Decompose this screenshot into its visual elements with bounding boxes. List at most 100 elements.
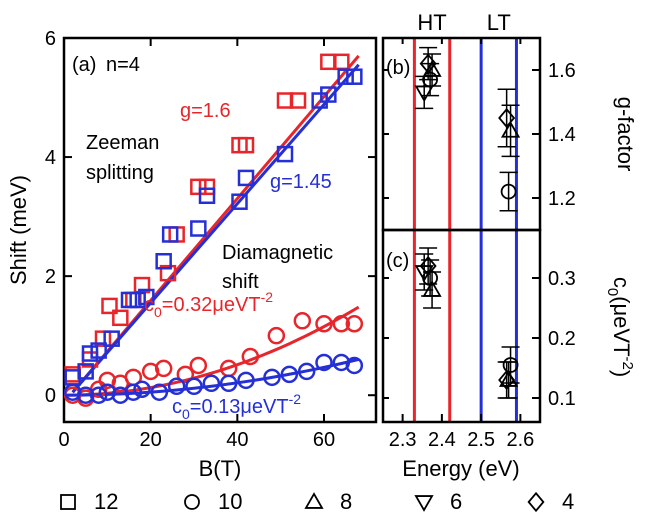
data-point-square bbox=[190, 178, 207, 196]
y-tick-label-c: 0.3 bbox=[548, 268, 576, 290]
data-point-square bbox=[138, 288, 155, 306]
data-point-square bbox=[155, 253, 172, 270]
y-tick-label-a: 6 bbox=[45, 28, 56, 50]
x-tick-label-a: 0 bbox=[58, 429, 69, 451]
data-point-circle bbox=[176, 365, 195, 384]
legend-label: 8 bbox=[340, 489, 352, 514]
x-tick-label-c: 2.5 bbox=[467, 429, 495, 451]
panel-a-points bbox=[63, 53, 364, 407]
data-point-circle bbox=[185, 377, 203, 396]
panel-c-label: (c) bbox=[386, 250, 409, 272]
x-tick-label-c: 2.3 bbox=[389, 429, 417, 451]
x-tick-label-a: 40 bbox=[226, 429, 248, 451]
marker-diamond bbox=[498, 107, 516, 129]
marker-circle bbox=[502, 357, 519, 373]
data-point-square bbox=[346, 68, 363, 85]
data-point-square bbox=[94, 330, 112, 347]
x-tick-label-c: 2.4 bbox=[428, 429, 456, 451]
data-point-square bbox=[237, 136, 255, 154]
legend-label: 12 bbox=[94, 489, 118, 514]
data-point-circle bbox=[315, 315, 333, 333]
marker-triangle-down bbox=[414, 495, 434, 512]
data-point-square bbox=[337, 68, 354, 85]
data-point-circle bbox=[241, 347, 260, 366]
panel-a-frame bbox=[62, 36, 378, 424]
data-point-circle bbox=[167, 377, 186, 396]
data-point-square bbox=[90, 342, 107, 359]
data-point-circle bbox=[98, 383, 117, 401]
marker-diamond bbox=[527, 491, 545, 513]
data-point-circle bbox=[189, 356, 208, 375]
x-axis-label-a: B(T) bbox=[199, 456, 242, 481]
data-point-circle bbox=[293, 312, 312, 330]
annotation-g-red: g=1.6 bbox=[180, 100, 231, 122]
annotation-diamag-2: shift bbox=[222, 271, 259, 293]
data-point-square bbox=[198, 187, 216, 205]
data-point-square bbox=[129, 291, 146, 309]
legend-label: 4 bbox=[562, 489, 574, 514]
data-point-circle bbox=[202, 374, 221, 393]
y-tick-label-c: 0.1 bbox=[548, 388, 576, 410]
panel-c-points bbox=[414, 247, 520, 399]
data-point-square bbox=[198, 178, 216, 196]
panel-a-note: n=4 bbox=[106, 54, 140, 76]
data-point-circle bbox=[315, 353, 333, 372]
data-point-circle bbox=[297, 362, 316, 381]
data-point-square bbox=[81, 345, 99, 362]
data-point-square bbox=[190, 220, 207, 237]
data-point-circle bbox=[345, 315, 364, 333]
y-tick-label-a: 4 bbox=[45, 147, 56, 169]
x-tick-label-a: 20 bbox=[140, 429, 162, 451]
legend-label: 6 bbox=[450, 489, 462, 514]
y-tick-label-a: 0 bbox=[45, 385, 56, 407]
panel-c-frame bbox=[381, 228, 542, 424]
data-point-circle bbox=[280, 365, 299, 384]
y-axis-label-b: g-factor bbox=[613, 97, 638, 172]
y-axis-label-c: c0(μeVT-2) bbox=[604, 277, 636, 377]
marker-diamond bbox=[419, 53, 437, 74]
panel-c-ticks: 0.1 0.2 0.3 2.3 2.4 2.5 2.6 bbox=[383, 38, 576, 451]
region-label: LT bbox=[487, 10, 511, 35]
annotation-c-blue: c0=0.13μeVT-2 bbox=[172, 391, 301, 422]
data-point-circle bbox=[63, 383, 82, 401]
marker-square bbox=[60, 494, 76, 510]
legend-label: 10 bbox=[218, 489, 242, 514]
y-tick-label-a: 2 bbox=[45, 266, 56, 288]
annotation-diamag-1: Diamagnetic bbox=[222, 242, 333, 264]
x-tick-label-c: 2.6 bbox=[506, 429, 534, 451]
fit-line bbox=[71, 63, 360, 394]
data-point-circle bbox=[154, 359, 173, 378]
marker-triangle-down bbox=[414, 85, 434, 103]
data-point-circle bbox=[89, 386, 108, 404]
panel-a-label: (a) bbox=[72, 54, 96, 76]
data-point-circle bbox=[98, 371, 117, 390]
data-point-square bbox=[161, 226, 179, 243]
y-tick-label-b: 1.2 bbox=[548, 188, 576, 210]
marker-circle bbox=[184, 494, 200, 510]
y-tick-label-c: 0.2 bbox=[548, 328, 576, 350]
data-point-circle bbox=[111, 386, 130, 404]
marker-diamond bbox=[419, 255, 437, 277]
marker-diamond bbox=[498, 369, 516, 391]
data-point-square bbox=[276, 145, 294, 163]
panel-b-points bbox=[414, 46, 521, 212]
data-point-square bbox=[112, 309, 129, 327]
annotation-c-red: c0=0.32μeVT-2 bbox=[144, 289, 273, 320]
data-point-square bbox=[101, 297, 118, 315]
x-axis-label-c: Energy (eV) bbox=[402, 456, 519, 481]
marker-triangle-up bbox=[422, 280, 442, 297]
data-point-circle bbox=[133, 380, 151, 399]
panel-b-ticks: 1.2 1.4 1.6 bbox=[383, 60, 576, 210]
data-point-circle bbox=[219, 374, 238, 393]
data-point-circle bbox=[76, 386, 95, 404]
region-labels: HT LT bbox=[417, 10, 510, 35]
data-point-circle bbox=[345, 356, 364, 375]
data-point-circle bbox=[124, 383, 143, 401]
data-point-circle bbox=[237, 371, 255, 390]
data-point-square bbox=[159, 264, 177, 282]
y-tick-label-b: 1.4 bbox=[548, 124, 576, 146]
data-point-square bbox=[103, 330, 120, 347]
data-point-circle bbox=[332, 315, 351, 333]
marker-circle bbox=[500, 183, 517, 200]
